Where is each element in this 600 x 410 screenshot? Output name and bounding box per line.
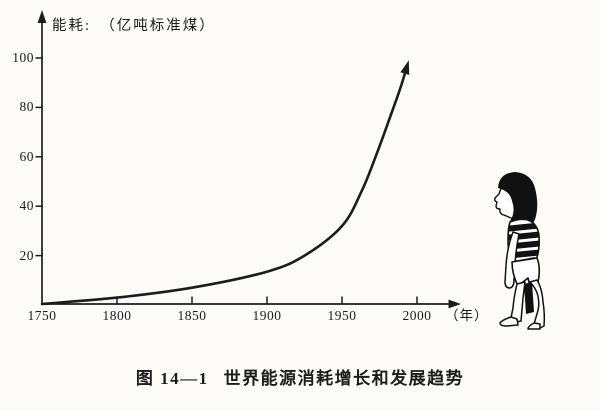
y-tick-label: 80 xyxy=(19,99,34,115)
child-front-leg xyxy=(510,281,526,323)
axes xyxy=(41,21,450,305)
tick-marks xyxy=(35,57,418,304)
x-tick-label: 2000 xyxy=(402,308,432,323)
x-tick-label: 1900 xyxy=(252,308,282,323)
x-tick-label: 1750 xyxy=(27,308,57,323)
child-illustration xyxy=(494,172,546,330)
y-axis-arrow-icon xyxy=(37,10,47,23)
x-tick-label: 1850 xyxy=(177,308,207,323)
curve-arrowhead-icon xyxy=(400,60,410,75)
y-tick-label: 60 xyxy=(19,148,34,164)
y-tick-label: 100 xyxy=(12,50,34,65)
child-arm xyxy=(504,231,520,289)
y-axis-title: 能耗: （亿吨标准煤） xyxy=(52,18,216,34)
leg-shadow xyxy=(524,282,534,314)
child-hair xyxy=(498,172,538,230)
y-tick-label: 40 xyxy=(19,198,34,214)
x-tick-label: 1950 xyxy=(327,308,357,323)
child-back-foot xyxy=(527,322,541,330)
figure-caption: 图 14—1 世界能源消耗增长和发展趋势 xyxy=(0,364,600,389)
y-tick-label: 20 xyxy=(19,247,34,263)
figure-number: 图 14—1 xyxy=(135,369,209,388)
x-axis-arrow-icon xyxy=(448,299,461,309)
x-axis-unit-label: （年） xyxy=(445,308,489,323)
figure-title: 世界能源消耗增长和发展趋势 xyxy=(223,369,465,388)
energy-consumption-curve xyxy=(40,66,408,306)
x-tick-label: 1800 xyxy=(102,308,132,323)
child-front-foot xyxy=(499,316,519,327)
